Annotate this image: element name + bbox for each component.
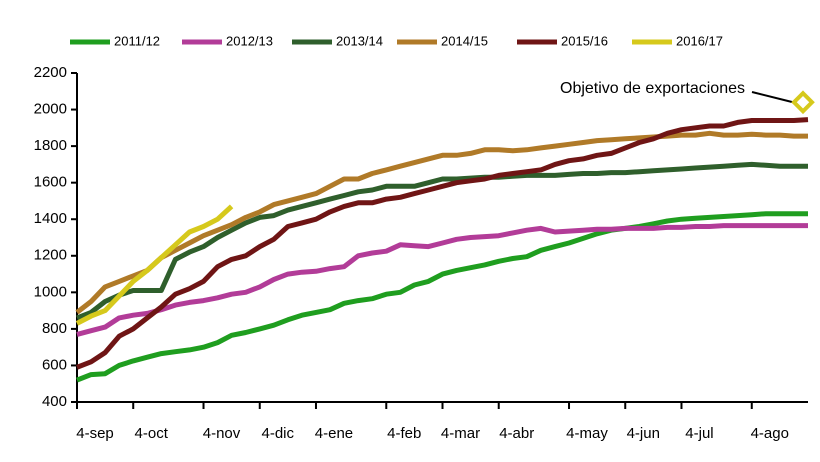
x-tick-label: 4-sep [76,425,114,442]
x-tick-label: 4-abr [499,425,534,442]
x-tick-label: 4-mar [441,425,480,442]
series-line [76,211,808,383]
y-tick-label: 1800 [34,137,67,154]
series-line [76,223,808,337]
y-tick-label: 600 [42,356,67,373]
x-tick-label: 4-nov [203,425,241,442]
y-tick-label: 1400 [34,210,67,227]
annotation-arrow [751,91,794,104]
x-tick-label: 4-jun [627,425,660,442]
x-tick-label: 4-may [566,425,608,442]
x-tick-label: 4-feb [387,425,421,442]
legend-label: 2011/12 [114,33,160,48]
legend-label: 2013/14 [336,33,383,48]
y-tick-label: 2000 [34,101,67,118]
x-tick-label: 4-ene [315,425,353,442]
legend-label: 2015/16 [561,33,608,48]
y-tick-label: 2200 [34,64,67,81]
series-line [76,161,808,321]
legend-label: 2016/17 [676,33,723,48]
annotation: Objetivo de exportaciones [560,80,745,97]
series-line [75,130,808,315]
series-line [76,117,809,370]
y-tick-label: 800 [42,320,67,337]
x-tick-label: 4-ago [751,425,789,442]
x-tick-label: 4-oct [135,425,169,442]
y-tick-label: 1000 [34,283,67,300]
target-marker [791,90,815,115]
y-tick-label: 400 [42,393,67,410]
y-tick-label: 1600 [34,174,67,191]
series-line [75,204,234,326]
y-tick-label: 1200 [34,247,67,264]
legend-label: 2014/15 [441,33,488,48]
x-tick-label: 4-jul [685,425,713,442]
legend-label: 2012/13 [226,33,273,48]
x-tick-label: 4-dic [261,425,294,442]
